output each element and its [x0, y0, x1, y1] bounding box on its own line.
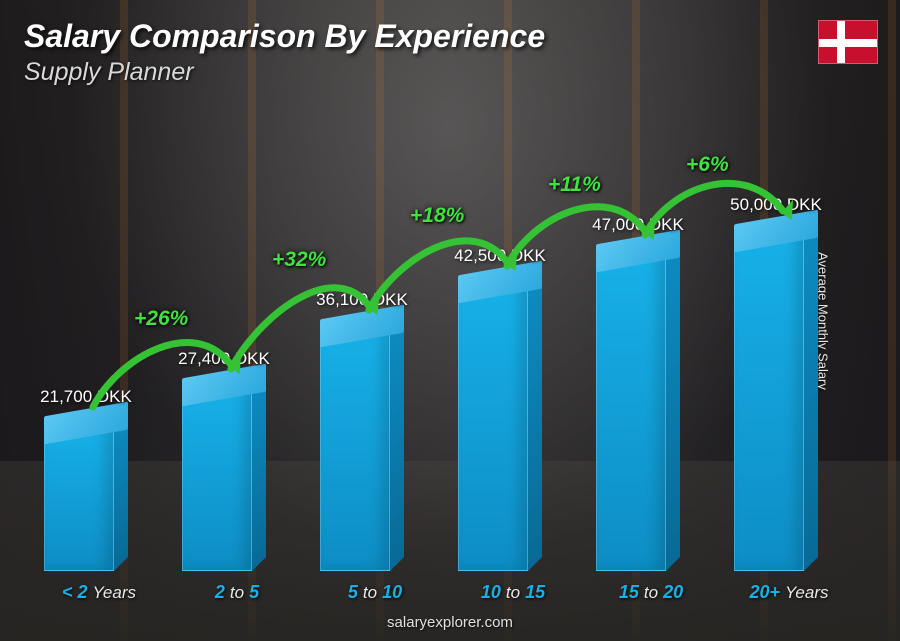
infographic: Salary Comparison By Experience Supply P… [0, 0, 900, 641]
x-axis-label: 15 to 20 [582, 582, 720, 603]
x-axis-label: 20+ Years [720, 582, 858, 603]
bar-group: 21,700 DKK [30, 423, 140, 571]
chart-title: Salary Comparison By Experience [24, 18, 545, 55]
x-axis: < 2 Years2 to 55 to 1010 to 1515 to 2020… [30, 582, 860, 603]
footer-credit: salaryexplorer.com [0, 614, 900, 631]
pct-change-label: +18% [410, 204, 464, 228]
x-axis-label: 2 to 5 [168, 582, 306, 603]
x-axis-label: 10 to 15 [444, 582, 582, 603]
pct-change-label: +6% [686, 153, 729, 177]
bar: 42,500 DKK [458, 282, 542, 571]
bar: 50,000 DKK [734, 231, 818, 571]
bar-value-label: 42,500 DKK [454, 246, 546, 266]
bar-group: 27,400 DKK [168, 385, 278, 571]
bar: 21,700 DKK [44, 423, 128, 571]
bar: 36,100 DKK [320, 326, 404, 571]
bar-value-label: 36,100 DKK [316, 290, 408, 310]
bar-group: 36,100 DKK [306, 326, 416, 571]
flag-denmark-icon [818, 20, 878, 64]
x-axis-label: < 2 Years [30, 582, 168, 603]
bar-value-label: 47,000 DKK [592, 215, 684, 235]
bar-group: 42,500 DKK [444, 282, 554, 571]
bar: 47,000 DKK [596, 251, 680, 571]
bar-group: 50,000 DKK [720, 231, 830, 571]
pct-change-label: +11% [548, 173, 601, 197]
bar-value-label: 21,700 DKK [40, 387, 132, 407]
bar-value-label: 27,400 DKK [178, 349, 270, 369]
x-axis-label: 5 to 10 [306, 582, 444, 603]
bar-group: 47,000 DKK [582, 251, 692, 571]
chart-subtitle: Supply Planner [24, 58, 194, 87]
pct-change-label: +32% [272, 248, 326, 272]
bar-value-label: 50,000 DKK [730, 195, 822, 215]
pct-change-label: +26% [134, 307, 188, 331]
bar: 27,400 DKK [182, 385, 266, 571]
bar-chart: 21,700 DKK 27,400 DKK +26% 36,100 DKK +32% 42… [30, 131, 860, 571]
